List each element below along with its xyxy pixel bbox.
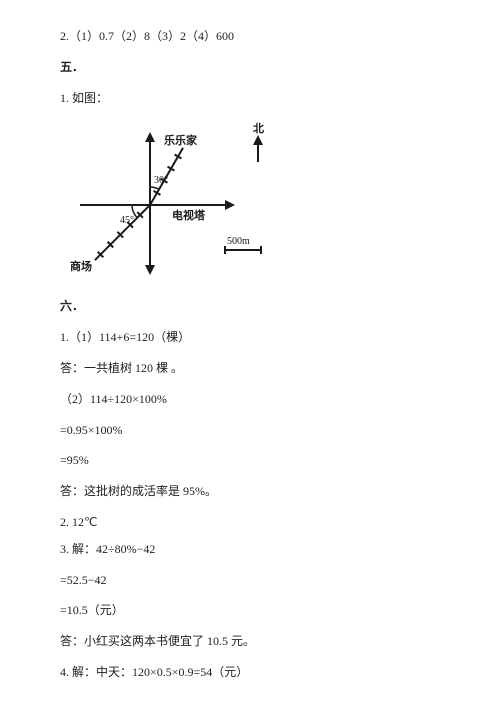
q6-1-calc2: =95% xyxy=(60,452,440,469)
q6-1-line2: （2）114÷120×100% xyxy=(60,391,440,408)
direction-diagram: 北乐乐家电视塔商场 500m 30° 45° xyxy=(60,120,290,280)
sec5-item1: 1. 如图： xyxy=(60,90,440,107)
q6-1-calc1: =0.95×100% xyxy=(60,422,440,439)
svg-text:电视塔: 电视塔 xyxy=(172,208,206,222)
q6-1-ans1: 答：一共植树 120 棵 。 xyxy=(60,360,440,377)
svg-text:商场: 商场 xyxy=(70,259,92,273)
section-6-header: 六． xyxy=(60,298,440,315)
page: 2.（1）0.7（2）8（3）2（4）600 五． 1. 如图： 北乐乐家电视塔… xyxy=(0,0,500,715)
svg-text:乐乐家: 乐乐家 xyxy=(164,133,198,147)
svg-text:北: 北 xyxy=(253,121,264,135)
q2-line: 2.（1）0.7（2）8（3）2（4）600 xyxy=(60,28,440,45)
section-5-header: 五． xyxy=(60,59,440,76)
diagram-container: 北乐乐家电视塔商场 500m 30° 45° xyxy=(60,120,440,280)
q6-2: 2. 12℃ xyxy=(60,514,440,531)
q6-3-ans: 答：小红买这两本书便宜了 10.5 元。 xyxy=(60,633,440,650)
q6-1-line1: 1.（1）114+6=120（棵） xyxy=(60,329,440,346)
svg-text:30°: 30° xyxy=(154,175,168,186)
q6-4: 4. 解：中天：120×0.5×0.9=54（元） xyxy=(60,664,440,681)
q6-3-calc2: =10.5（元） xyxy=(60,602,440,619)
svg-text:500m: 500m xyxy=(227,236,250,247)
svg-text:45°: 45° xyxy=(120,215,134,226)
q6-3-line1: 3. 解：42÷80%−42 xyxy=(60,541,440,558)
q6-1-ans2: 答：这批树的成活率是 95%。 xyxy=(60,483,440,500)
q6-3-calc1: =52.5−42 xyxy=(60,572,440,589)
